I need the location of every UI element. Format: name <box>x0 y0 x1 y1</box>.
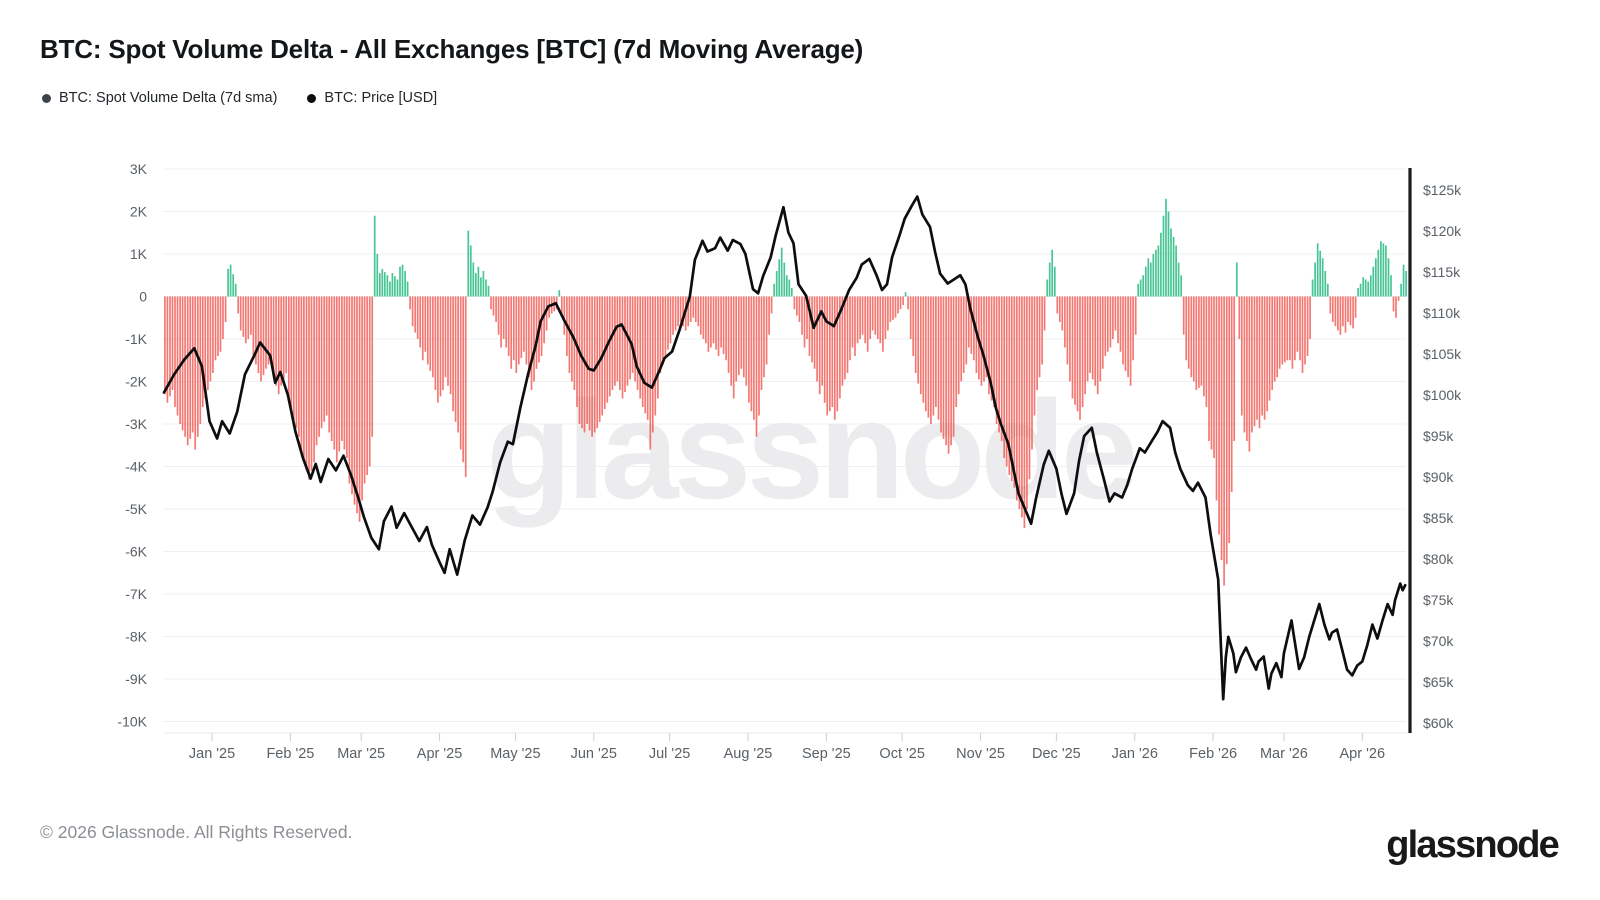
x-axis-label: May '25 <box>490 746 540 762</box>
y-axis-label-right: $120k <box>1423 223 1462 239</box>
x-axis-label: Sep '25 <box>802 746 851 762</box>
x-axis-label: Aug '25 <box>724 746 773 762</box>
y-axis-label-right: $70k <box>1423 633 1454 649</box>
y-axis-label-left: -5K <box>125 501 147 517</box>
y-axis-label-right: $90k <box>1423 469 1454 485</box>
volume-delta-bars-negative <box>164 296 1400 586</box>
x-axis-label: Dec '25 <box>1032 746 1081 762</box>
y-axis-label-right: $105k <box>1423 346 1462 362</box>
legend-item-price[interactable]: BTC: Price [USD] <box>307 90 437 106</box>
x-axis-label: Nov '25 <box>956 746 1005 762</box>
x-axis-label: Apr '26 <box>1340 746 1386 762</box>
page-title: BTC: Spot Volume Delta - All Exchanges [… <box>40 34 864 64</box>
x-axis-label: Apr '25 <box>417 746 463 762</box>
watermark-text: glassnode <box>486 371 1135 528</box>
y-axis-label-left: -10K <box>117 714 147 730</box>
y-axis-label-right: $95k <box>1423 428 1454 444</box>
y-axis-label-right: $65k <box>1423 674 1454 690</box>
y-axis-label-left: 2K <box>130 204 148 220</box>
x-axis-label: Oct '25 <box>879 746 924 762</box>
y-axis-label-left: -3K <box>125 416 147 432</box>
y-axis-label-right: $85k <box>1423 510 1454 526</box>
x-axis-label: Jul '25 <box>649 746 690 762</box>
y-axis-label-left: -1K <box>125 331 147 347</box>
y-axis-label-left: -9K <box>125 671 147 687</box>
y-axis-label-left: -7K <box>125 586 147 602</box>
right-axis-spine <box>1408 168 1412 733</box>
y-axis-label-left: 1K <box>130 246 148 262</box>
x-axis-label: Feb '25 <box>266 746 314 762</box>
y-axis-label-left: 0 <box>139 289 147 305</box>
x-axis-label: Jun '25 <box>571 746 617 762</box>
price-line <box>162 195 1407 701</box>
y-axis-label-left: -4K <box>125 459 147 475</box>
y-axis-label-right: $75k <box>1423 592 1454 608</box>
chart-legend: BTC: Spot Volume Delta (7d sma) BTC: Pri… <box>42 90 437 106</box>
y-axis-label-right: $100k <box>1423 387 1462 403</box>
legend-item-volume-delta[interactable]: BTC: Spot Volume Delta (7d sma) <box>42 90 277 106</box>
x-axis-label: Mar '26 <box>1260 746 1308 762</box>
y-axis-label-left: -8K <box>125 629 147 645</box>
x-axis-label: Jan '25 <box>189 746 235 762</box>
y-axis-label-left: -6K <box>125 544 147 560</box>
x-axis-label: Mar '25 <box>337 746 385 762</box>
y-axis-label-right: $115k <box>1423 264 1461 280</box>
y-axis-label-right: $125k <box>1423 182 1462 198</box>
glassnode-logo: glassnode <box>1386 824 1560 866</box>
y-axis-label-left: -2K <box>125 374 147 390</box>
copyright-text: © 2026 Glassnode. All Rights Reserved. <box>40 822 353 842</box>
y-axis-label-right: $60k <box>1423 715 1454 731</box>
volume-delta-bars-positive <box>227 198 1407 297</box>
x-axis-label: Jan '26 <box>1112 746 1158 762</box>
x-axis-label: Feb '26 <box>1189 746 1237 762</box>
legend-label-price: BTC: Price [USD] <box>324 90 438 106</box>
y-axis-label-right: $80k <box>1423 551 1454 567</box>
legend-dot-price-icon <box>307 93 317 103</box>
y-axis-label-left: 3K <box>130 161 148 177</box>
legend-label-volume: BTC: Spot Volume Delta (7d sma) <box>59 90 278 106</box>
y-axis-label-right: $110k <box>1423 305 1461 321</box>
legend-dot-volume-icon <box>42 93 51 103</box>
